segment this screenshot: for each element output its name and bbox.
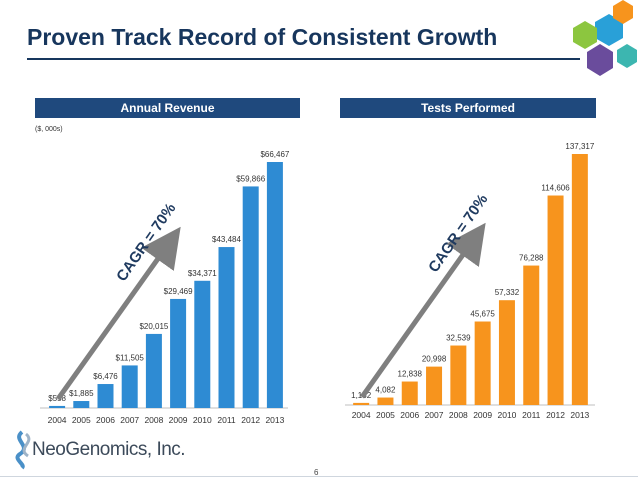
tests-bar — [450, 345, 467, 405]
footer-line — [0, 476, 638, 477]
revenue-data-label: $1,885 — [69, 389, 94, 398]
tests-header: Tests Performed — [340, 98, 596, 118]
tests-tick-label: 2013 — [570, 410, 589, 420]
revenue-bar — [145, 333, 162, 408]
tests-tick-label: 2008 — [449, 410, 468, 420]
revenue-tick-label: 2010 — [193, 415, 212, 425]
revenue-bar — [194, 280, 211, 408]
tests-data-label: 76,288 — [519, 254, 544, 263]
tests-data-label: 4,082 — [375, 386, 396, 395]
revenue-data-label: $29,469 — [164, 287, 193, 296]
neogenomics-logo — [15, 430, 31, 470]
hexagon-teal — [617, 44, 637, 68]
revenue-data-label: $34,371 — [188, 269, 217, 278]
tests-data-label: 137,317 — [565, 142, 594, 151]
tests-bar — [377, 397, 394, 405]
tests-data-label: 20,998 — [422, 355, 447, 364]
revenue-tick-label: 2009 — [169, 415, 188, 425]
revenue-tick-label: 2013 — [265, 415, 284, 425]
tests-data-label: 12,838 — [398, 370, 423, 379]
hexagon-purple — [587, 44, 613, 76]
revenue-data-label: $43,484 — [212, 235, 241, 244]
tests-tick-label: 2004 — [352, 410, 371, 420]
revenue-chart: $5582004$1,8852005$6,4762006$11,5052007$… — [40, 150, 290, 425]
revenue-data-label: $66,467 — [260, 150, 289, 159]
slide-title: Proven Track Record of Consistent Growth — [27, 24, 498, 50]
tests-tick-label: 2006 — [400, 410, 419, 420]
hexagon-green — [573, 21, 597, 49]
hexagon-blue — [595, 14, 623, 46]
units-note: ($, 000s) — [35, 126, 63, 133]
revenue-bar — [97, 384, 114, 408]
tests-chart: 1,15220044,082200512,838200620,998200732… — [345, 142, 595, 420]
tests-tick-label: 2007 — [425, 410, 444, 420]
hexagon-graphic — [573, 0, 637, 76]
revenue-tick-label: 2007 — [120, 415, 139, 425]
tests-data-label: 32,539 — [446, 334, 471, 343]
logo-helix-icon — [15, 430, 26, 470]
tests-bar — [401, 381, 418, 405]
revenue-growth-arrow — [55, 226, 181, 401]
tests-bar — [523, 265, 540, 405]
tests-data-label: 45,675 — [470, 310, 495, 319]
revenue-tick-label: 2011 — [217, 415, 236, 425]
tests-tick-label: 2010 — [497, 410, 516, 420]
tests-tick-label: 2009 — [473, 410, 492, 420]
revenue-header: Annual Revenue — [35, 98, 300, 118]
revenue-data-label: $59,866 — [236, 174, 265, 183]
company-name: NeoGenomics, Inc. — [32, 439, 186, 460]
tests-bar — [353, 402, 370, 405]
revenue-data-label: $20,015 — [139, 322, 168, 331]
title-underline — [27, 58, 580, 60]
tests-bar — [498, 300, 515, 405]
tests-tick-label: 2005 — [376, 410, 395, 420]
tests-tick-label: 2012 — [546, 410, 565, 420]
tests-tick-label: 2011 — [522, 410, 541, 420]
revenue-data-label: $6,476 — [93, 372, 118, 381]
revenue-bar — [73, 401, 90, 408]
revenue-tick-label: 2004 — [48, 415, 67, 425]
revenue-tick-label: 2005 — [72, 415, 91, 425]
tests-growth-arrow — [359, 222, 486, 399]
tests-bar — [547, 195, 564, 405]
tests-bar — [426, 366, 443, 405]
tests-data-label: 114,606 — [541, 184, 570, 193]
revenue-tick-label: 2012 — [241, 415, 260, 425]
revenue-bar — [170, 298, 187, 408]
revenue-bar — [121, 365, 138, 408]
page-number: 6 — [314, 468, 319, 477]
tests-bar — [474, 321, 491, 405]
tests-data-label: 57,332 — [495, 288, 520, 297]
revenue-bar — [49, 405, 66, 408]
revenue-bar — [266, 162, 283, 408]
revenue-bar — [242, 186, 259, 408]
hexagon-orange — [613, 0, 633, 24]
tests-bar — [571, 154, 588, 405]
revenue-tick-label: 2006 — [96, 415, 115, 425]
revenue-bar — [218, 247, 235, 408]
revenue-data-label: $11,505 — [116, 353, 145, 362]
revenue-tick-label: 2008 — [144, 415, 163, 425]
